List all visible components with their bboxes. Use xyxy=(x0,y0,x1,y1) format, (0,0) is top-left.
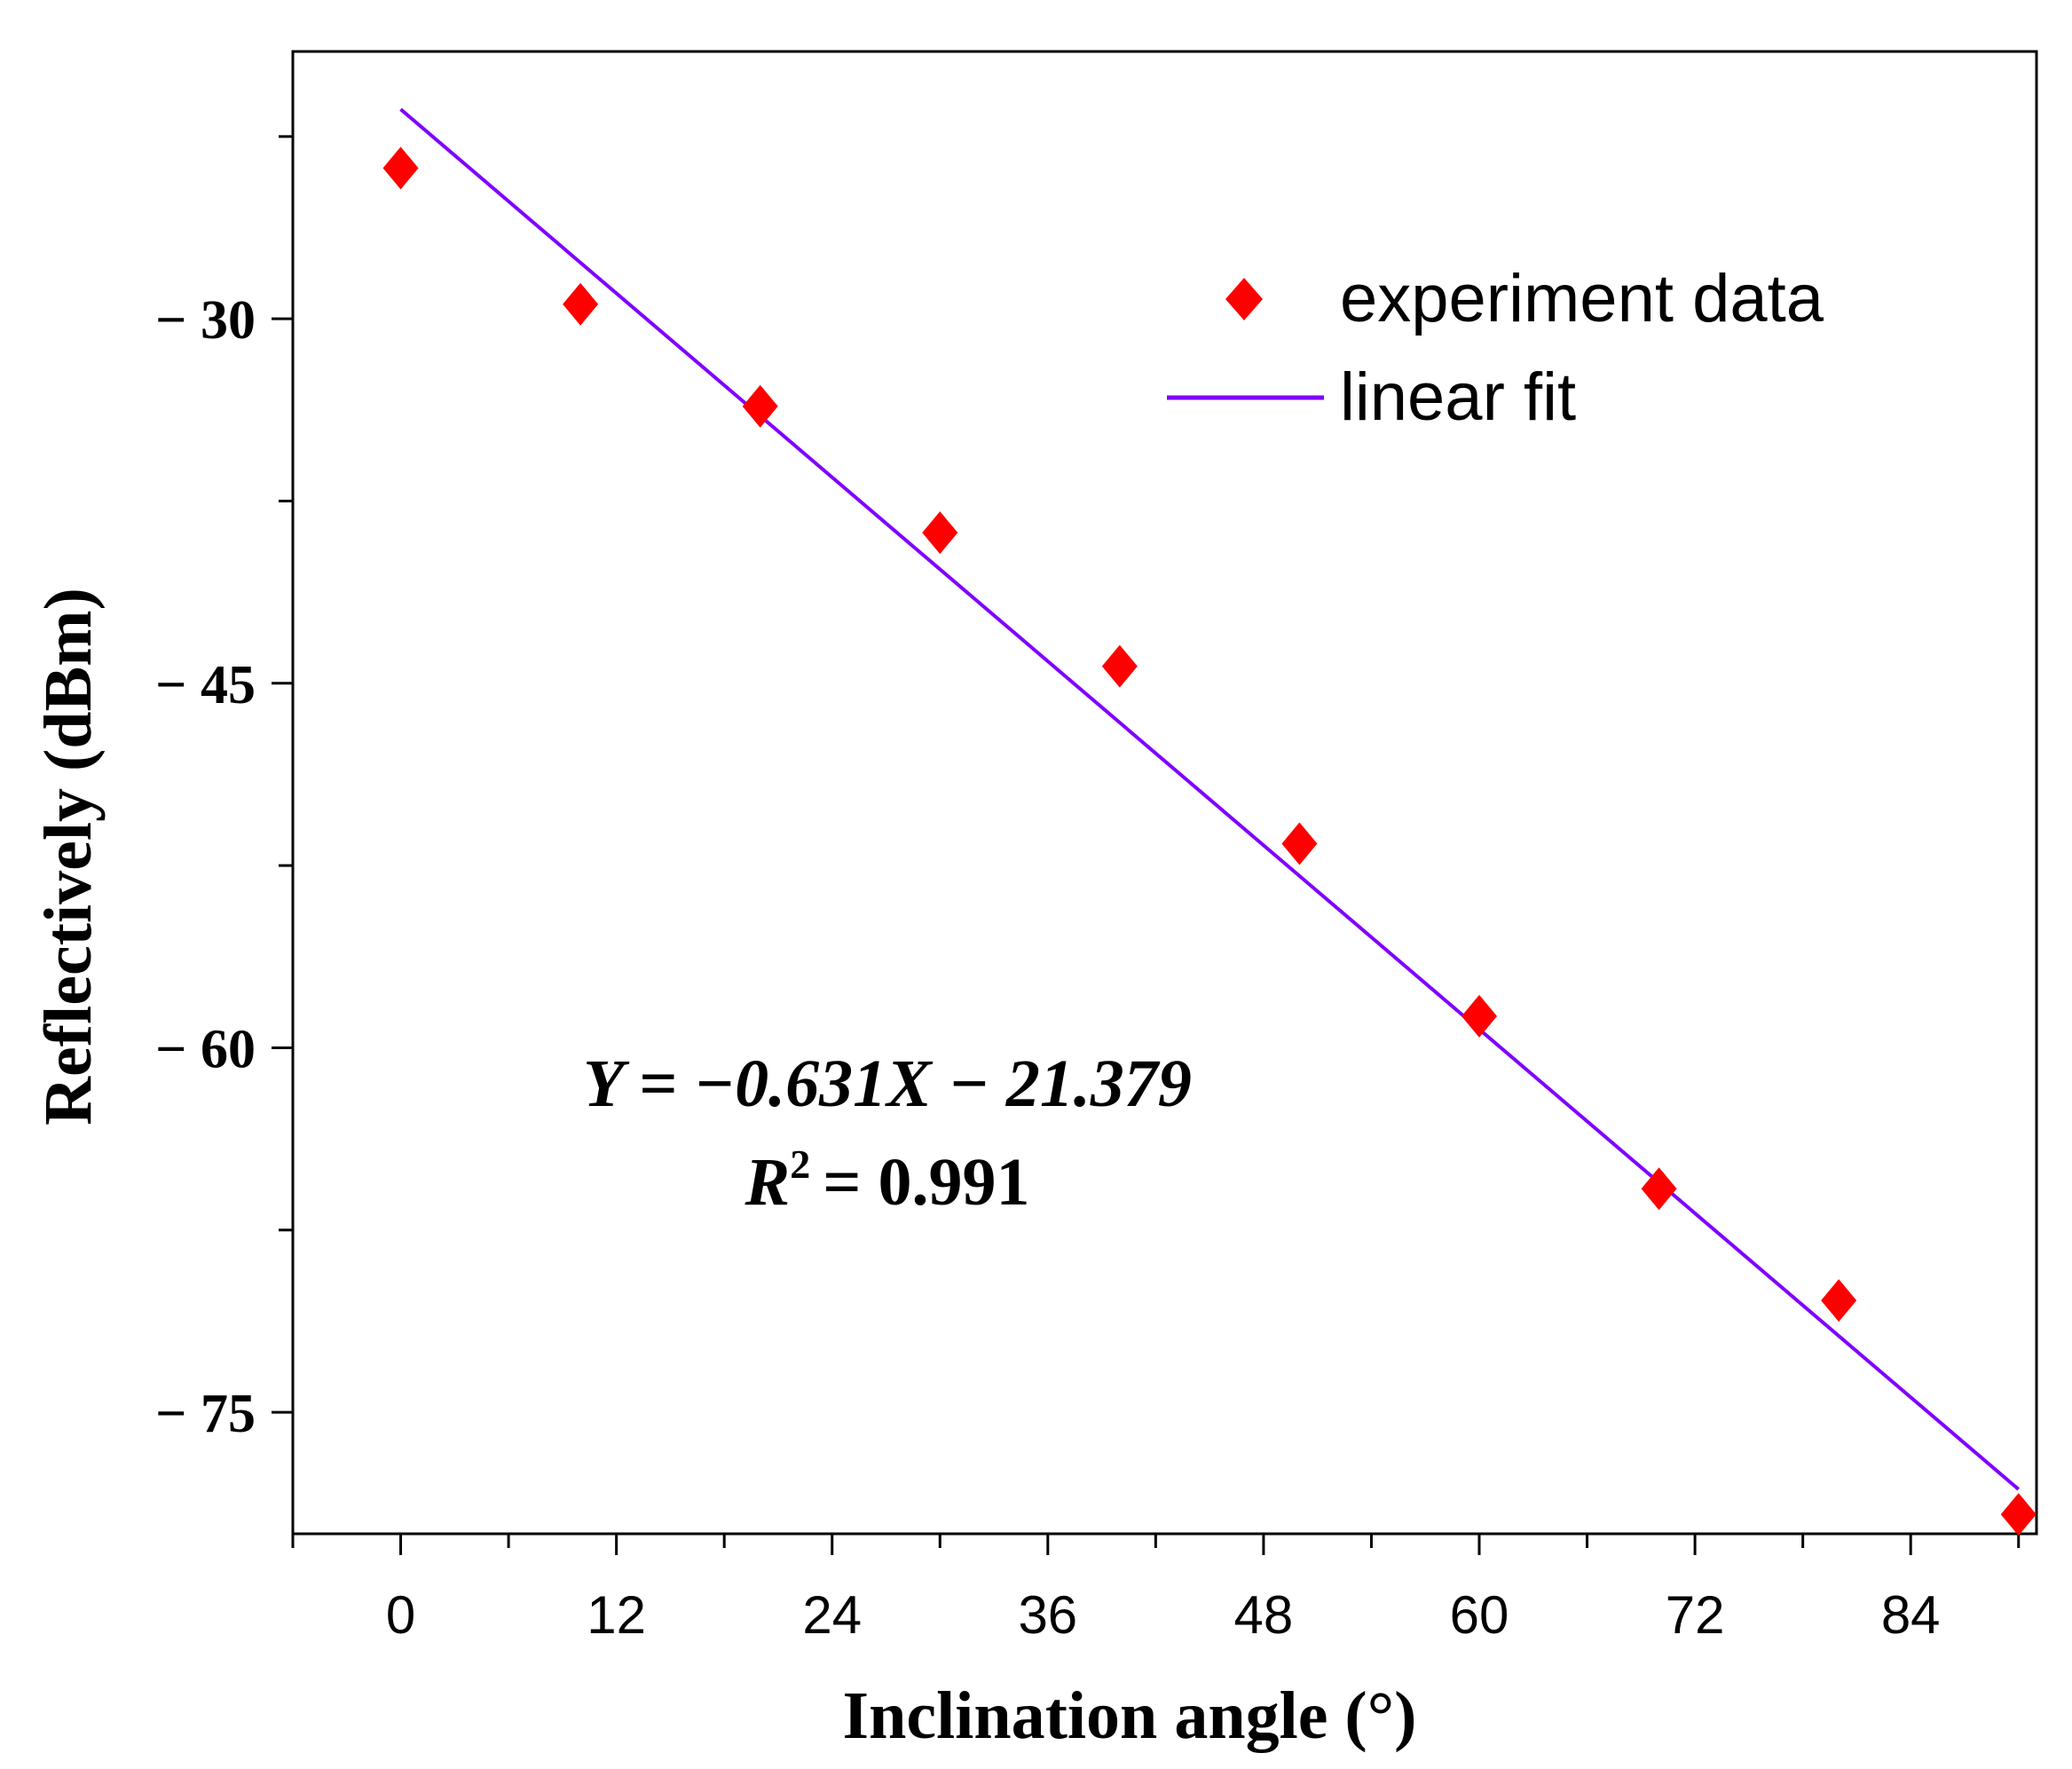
legend-label-linear-fit: linear fit xyxy=(1340,359,1576,435)
r-power: 2 xyxy=(790,1141,810,1187)
data-point xyxy=(742,384,778,428)
y-tick-label: − 75 xyxy=(155,1384,256,1444)
y-tick-label: − 45 xyxy=(155,655,256,715)
y-axis-ticks xyxy=(272,135,293,1414)
data-point xyxy=(1461,994,1498,1038)
r-value: = 0.991 xyxy=(823,1145,1029,1220)
fit-equation: Y = −0.631X − 21.379 xyxy=(583,1046,1192,1121)
x-tick-label: 84 xyxy=(1881,1585,1941,1645)
series-layer xyxy=(382,107,2037,1536)
x-tick-label: 12 xyxy=(587,1585,646,1645)
x-tick-label: 24 xyxy=(802,1585,862,1645)
x-axis-title: Inclination angle (°) xyxy=(843,1678,1417,1753)
x-axis-tick-labels: 0 12 24 36 48 60 72 84 xyxy=(386,1585,1941,1645)
y-axis-tick-labels: − 30 − 45 − 60 − 75 xyxy=(155,290,256,1444)
y-tick-label: − 60 xyxy=(155,1019,256,1079)
data-point xyxy=(1641,1167,1677,1211)
fit-annotation: Y = −0.631X − 21.379 R2 = 0.991 xyxy=(583,1046,1192,1220)
data-point xyxy=(922,511,958,555)
data-point xyxy=(1281,822,1318,865)
x-tick-label: 36 xyxy=(1018,1585,1077,1645)
x-tick-label: 60 xyxy=(1450,1585,1509,1645)
x-tick-label: 0 xyxy=(386,1585,415,1645)
legend-marker-diamond xyxy=(1225,278,1263,320)
legend-label-experiment-data: experiment data xyxy=(1340,261,1824,336)
y-tick-label: − 30 xyxy=(155,290,256,351)
legend: experiment data linear fit xyxy=(1167,261,1824,435)
r-squared: R2 = 0.991 xyxy=(744,1141,1029,1220)
r-symbol: R xyxy=(744,1145,790,1220)
x-tick-label: 48 xyxy=(1234,1585,1294,1645)
data-point xyxy=(1101,644,1138,688)
y-axis-title: Reflectively (dBm) xyxy=(31,588,106,1125)
linear-fit-line xyxy=(399,107,2021,1491)
data-point xyxy=(563,282,599,326)
data-point xyxy=(2000,1493,2037,1536)
x-tick-label: 72 xyxy=(1666,1585,1725,1645)
data-point xyxy=(382,146,419,190)
data-point xyxy=(1821,1279,1857,1323)
plot-frame xyxy=(291,50,2038,1536)
x-axis-ticks xyxy=(291,1534,2021,1555)
